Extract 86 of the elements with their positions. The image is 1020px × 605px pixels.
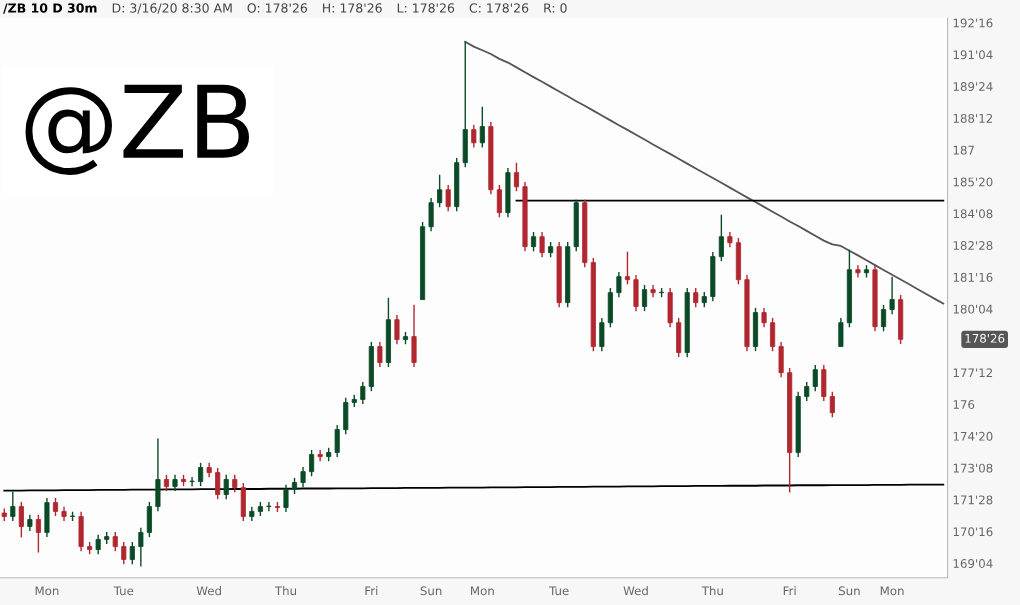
- text: H: 178'26: [323, 3, 382, 13]
- y-tick-label: 181'16: [953, 272, 993, 282]
- candlestick: [317, 449, 323, 462]
- candlestick: [18, 501, 24, 539]
- y-tick-label: 185'20: [953, 177, 993, 187]
- text: O: 178'26: [247, 3, 308, 13]
- candlestick: [812, 364, 818, 392]
- x-tick-label: Mon: [880, 586, 904, 596]
- candlestick: [599, 317, 605, 352]
- candlestick: [300, 466, 306, 488]
- x-tick-label: Wed: [196, 586, 221, 596]
- candlestick: [334, 424, 340, 458]
- candlestick: [377, 341, 383, 368]
- x-tick-label: Fri: [365, 586, 378, 596]
- candlestick: [52, 497, 59, 517]
- x-tick-label: Sun: [420, 586, 442, 596]
- candlestick: [223, 474, 229, 500]
- candlestick: [829, 391, 835, 418]
- candlestick: [650, 284, 656, 298]
- y-tick-label: 188'12: [953, 113, 993, 123]
- candlestick: [838, 317, 844, 348]
- y-tick-label: 187: [953, 145, 974, 155]
- candlestick: [189, 476, 195, 487]
- line-series: [464, 40, 945, 305]
- candlestick: [215, 467, 221, 500]
- candlestick: [10, 490, 16, 522]
- x-tick-label: Mon: [471, 586, 494, 596]
- candlestick: [616, 271, 622, 298]
- candlestick: [804, 381, 810, 402]
- annotation: @ZB: [25, 84, 249, 176]
- x-tick-label: Sun: [838, 586, 860, 596]
- candlestick: [479, 106, 485, 149]
- x-tick-label: Tue: [113, 586, 134, 596]
- y-tick-label: 184'08: [953, 209, 993, 219]
- y-tick-label: 171'28: [953, 495, 993, 505]
- y-tick-label: 189'24: [953, 82, 993, 92]
- text: R: 0: [544, 3, 567, 13]
- candlestick: [881, 304, 887, 332]
- x-tick-label: Fri: [783, 586, 796, 596]
- candlestick: [539, 231, 545, 258]
- candlestick: [198, 462, 204, 487]
- candlestick: [770, 317, 776, 352]
- y-tick-label: 191'04: [953, 50, 993, 60]
- y-tick-label: 170'16: [953, 527, 993, 537]
- candlestick: [513, 161, 520, 193]
- candlestick: [889, 275, 895, 315]
- candlestick: [718, 214, 724, 262]
- y-tick-label: 192'16: [953, 18, 993, 28]
- candlestick: [138, 527, 144, 568]
- text: D: 3/16/20 8:30 AM: [112, 3, 232, 14]
- candlestick: [471, 124, 477, 149]
- y-tick-label: 182'28: [953, 241, 993, 251]
- y-tick-label: 176: [953, 400, 975, 409]
- candlestick: [129, 541, 135, 565]
- y-tick-label: 173'08: [953, 463, 993, 473]
- text: 178'26: [965, 333, 1005, 343]
- y-tick-label: 180'04: [953, 304, 993, 314]
- candlestick: [35, 514, 41, 554]
- x-tick-label: Mon: [35, 586, 59, 596]
- chart-title: /ZB 10 D 30m: [3, 3, 97, 14]
- candlestick: [761, 307, 767, 329]
- x-tick-label: Wed: [623, 586, 648, 596]
- x-tick-label: Thu: [701, 586, 723, 596]
- candlestick: [266, 501, 272, 512]
- x-tick-label: Thu: [274, 586, 296, 596]
- candlestick: [394, 314, 400, 345]
- candlestick: [360, 381, 366, 405]
- candlestick: [641, 284, 648, 312]
- x-tick-label: Tue: [549, 586, 569, 596]
- text: L: 178'26: [397, 3, 455, 13]
- y-tick-label: 174'20: [953, 431, 993, 441]
- candlestick: [437, 174, 443, 209]
- candlestick: [496, 184, 502, 218]
- candlestick: [112, 531, 118, 552]
- candlestick: [530, 231, 537, 252]
- candlestick: [855, 264, 861, 279]
- y-tick-label: 177'12: [953, 368, 993, 378]
- candlestick: [121, 541, 127, 565]
- candlestick: [283, 484, 289, 513]
- candlestick: [693, 287, 699, 308]
- candlestick: [309, 449, 315, 477]
- candlestick: [95, 534, 101, 555]
- candlestick: [624, 251, 631, 286]
- y-tick-label: 169'04: [953, 559, 993, 568]
- candlestick: [445, 184, 451, 212]
- text: C: 178'26: [469, 3, 529, 13]
